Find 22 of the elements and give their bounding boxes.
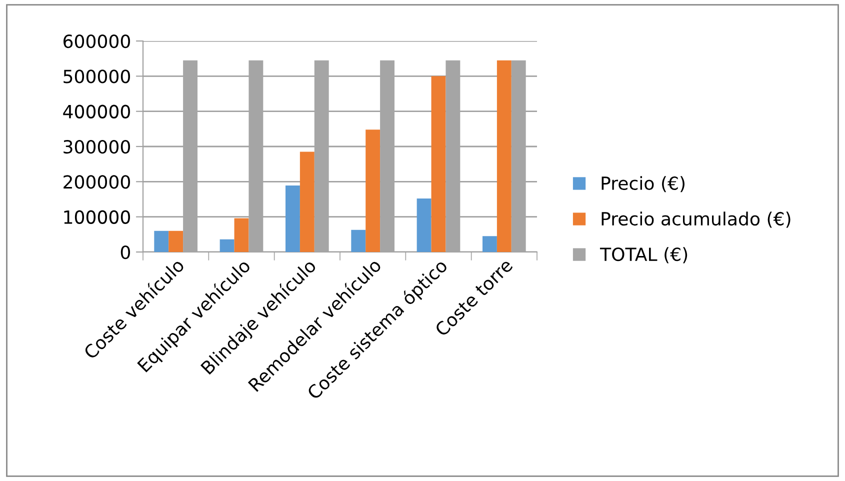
- legend-label: Precio (€): [602, 176, 684, 192]
- bar: [482, 236, 497, 252]
- y-tick-label: 600000: [64, 34, 130, 48]
- bar: [431, 76, 446, 252]
- bar: [234, 218, 249, 252]
- bar: [220, 239, 234, 252]
- bar: [300, 152, 314, 252]
- bar: [351, 230, 366, 252]
- bar: [154, 230, 169, 252]
- bar: [285, 186, 300, 252]
- bar: [496, 60, 512, 252]
- y-tick-label: 0: [120, 245, 130, 260]
- y-tick-label: 300000: [64, 140, 130, 154]
- y-tick-label: 100000: [64, 210, 130, 224]
- legend-label: TOTAL (€): [600, 247, 688, 264]
- legend-label: Precio acumulado (€): [602, 212, 790, 228]
- y-tick-label: 400000: [63, 104, 130, 118]
- bar: [366, 130, 380, 252]
- bar: [416, 198, 432, 252]
- y-tick-label: 500000: [64, 70, 130, 84]
- bar: [168, 230, 184, 252]
- y-tick-label: 200000: [64, 175, 130, 189]
